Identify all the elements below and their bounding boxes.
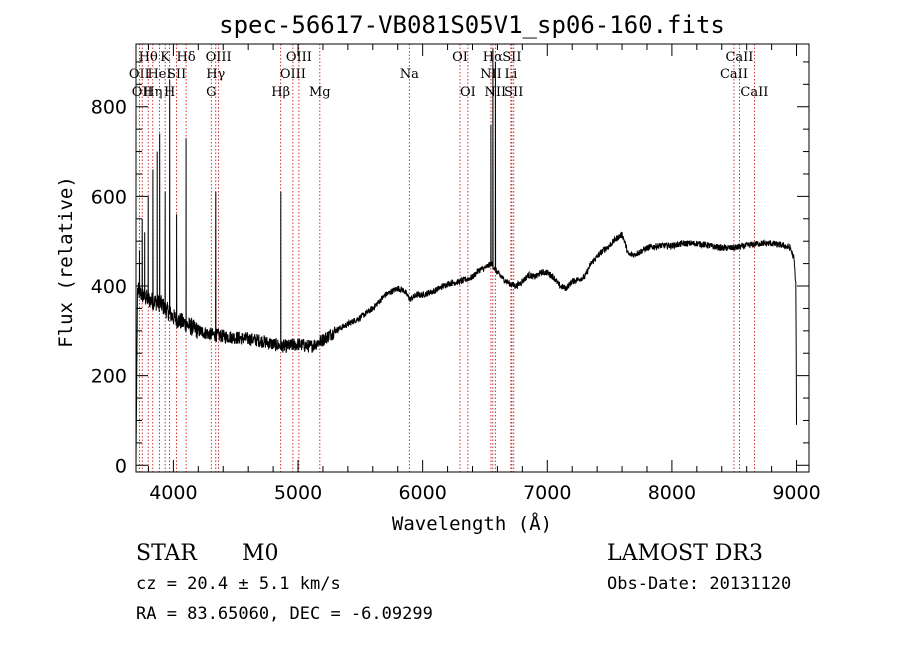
x-tick-label: 4000 (149, 482, 197, 504)
line-marker-label: OI (460, 85, 476, 100)
y-tick-label: 0 (115, 455, 127, 477)
line-marker-label: OI (452, 50, 468, 65)
x-tick-label: 8000 (648, 482, 696, 504)
line-marker-label: OII (129, 67, 150, 82)
x-tick-label: 9000 (772, 482, 820, 504)
object-class: STAR (136, 541, 198, 566)
y-tick-label: 400 (91, 276, 127, 298)
spectrum-layer (135, 48, 797, 466)
line-marker-label: Na (400, 67, 419, 82)
line-marker-label: Li (504, 67, 517, 82)
line-marker-label: OIII (206, 50, 232, 65)
redshift-info: cz = 20.4 ± 5.1 km/s (136, 574, 341, 594)
y-tick-label: 200 (91, 366, 127, 388)
line-marker-label: G (206, 85, 216, 100)
x-tick-label: 6000 (398, 482, 446, 504)
obs-date: Obs-Date: 20131120 (607, 574, 791, 594)
line-marker-label: CaII (740, 85, 768, 100)
line-marker-label: Hη (143, 85, 162, 100)
line-marker-label: Hθ (139, 50, 158, 65)
line-marker-label: CaII (720, 67, 748, 82)
x-tick-label: 7000 (523, 482, 571, 504)
line-marker-label: Hγ (206, 67, 225, 82)
line-marker-label: OIII (280, 67, 306, 82)
line-marker-label: HeI (147, 67, 171, 82)
line-marker-label: SII (504, 85, 523, 100)
x-axis-label: Wavelength (Å) (392, 512, 552, 535)
line-marker-label: NII (480, 67, 502, 82)
object-subclass: M0 (242, 541, 279, 566)
line-marker-label: Hδ (177, 50, 196, 65)
spectrum-line (135, 48, 797, 466)
line-marker-label: Hβ (271, 85, 290, 100)
line-marker-label: OIII (286, 50, 312, 65)
y-tick-label: 800 (91, 97, 127, 119)
line-marker-label: Mg (309, 85, 331, 100)
survey-name: LAMOST DR3 (607, 541, 763, 566)
x-tick-label: 5000 (274, 482, 322, 504)
chart-title: spec-56617-VB081S05V1_sp06-160.fits (219, 11, 725, 39)
axis-ticks: 4000 5000 6000 7000 8000 9000 0 200 400 600 800 (91, 44, 821, 504)
line-marker-label: CaII (725, 50, 753, 65)
line-markers: OIIOIIHθHηHeIKHSIIHδGHγOIIIHβOIIIOIIIMgN… (129, 44, 768, 472)
line-marker-label: SII (502, 50, 521, 65)
y-tick-label: 600 (91, 186, 127, 208)
line-marker-label: SII (167, 67, 186, 82)
line-marker-label: K (160, 50, 170, 65)
plot-frame (135, 43, 810, 473)
line-marker-label: OII (132, 85, 153, 100)
coordinates: RA = 83.65060, DEC = -6.09299 (136, 604, 433, 624)
y-axis-label: Flux (relative) (55, 176, 77, 348)
